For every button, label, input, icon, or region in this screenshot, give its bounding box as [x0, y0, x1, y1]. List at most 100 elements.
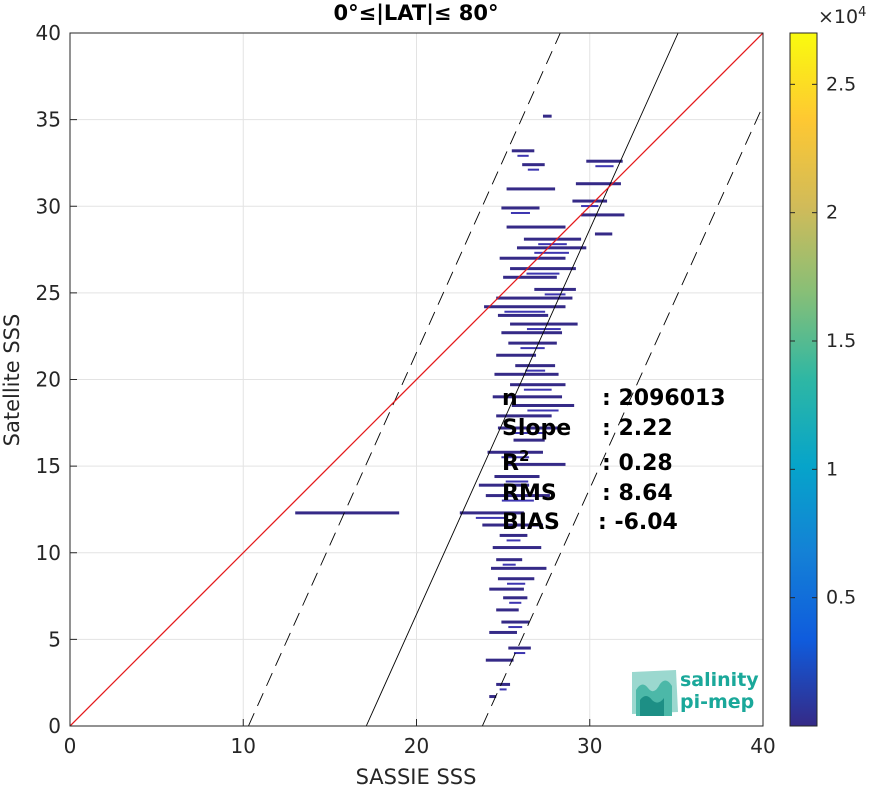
x-tick-label: 20	[404, 734, 429, 758]
density-point	[492, 546, 542, 550]
density-point	[504, 462, 566, 466]
stat-label: R2	[502, 447, 529, 476]
density-point	[501, 456, 530, 459]
y-tick-label: 30	[36, 194, 61, 218]
density-point	[459, 511, 524, 515]
y-tick-label: 40	[36, 21, 61, 45]
identity-line	[70, 33, 763, 726]
stat-value: : 2096013	[602, 386, 726, 411]
density-point	[499, 533, 528, 537]
density-point	[485, 494, 550, 498]
density-point	[520, 347, 545, 350]
density-point	[487, 450, 543, 454]
density-point	[502, 563, 516, 566]
density-point	[496, 296, 573, 300]
colorbar-tick-label: 0.5	[826, 587, 856, 609]
density-point	[497, 577, 535, 581]
colorbar-tick-label: 1	[826, 458, 838, 480]
wave-icon	[632, 670, 678, 716]
density-point	[508, 341, 557, 345]
density-point	[503, 275, 557, 279]
density-point	[499, 688, 507, 691]
x-tick-label: 40	[750, 734, 775, 758]
x-axis-label: SASSIE SSS	[356, 765, 477, 788]
upper-dashed-line	[248, 33, 561, 726]
density-point	[501, 499, 534, 502]
colorbar-ticks: 0.5 1 1.5 2 2.5	[790, 73, 856, 609]
stat-value: : 8.64	[602, 481, 673, 506]
density-point	[494, 372, 559, 376]
density-point	[511, 403, 575, 407]
logo-line-2: pi-mep	[680, 691, 754, 713]
density-point	[575, 182, 621, 186]
density-point	[506, 225, 566, 229]
density-point	[586, 159, 623, 163]
density-point	[572, 199, 608, 203]
density-point	[501, 206, 540, 210]
density-point	[499, 256, 566, 260]
density-point	[534, 287, 576, 291]
density-point	[484, 305, 566, 309]
stat-value: : 2.22	[602, 416, 673, 441]
density-point	[496, 608, 519, 612]
density-point	[513, 438, 545, 442]
density-point	[501, 331, 563, 335]
density-point	[489, 695, 497, 699]
density-point	[505, 480, 529, 483]
density-point	[544, 293, 566, 296]
density-point	[527, 409, 559, 412]
chart-title: 0°≤|LAT|≤ 80°	[333, 1, 498, 26]
y-tick-label: 25	[36, 281, 61, 305]
density-point	[534, 251, 569, 254]
y-tick-label: 15	[36, 454, 61, 478]
density-point	[510, 383, 566, 387]
reference-lines	[70, 33, 763, 726]
density-point	[508, 626, 523, 629]
density-point	[506, 539, 521, 542]
density-point	[526, 272, 560, 275]
x-tick-label: 10	[231, 734, 256, 758]
density-point	[513, 432, 544, 435]
density-point	[510, 211, 530, 214]
density-point	[526, 328, 561, 331]
density-point	[501, 620, 530, 624]
density-point	[503, 596, 528, 600]
density-point	[482, 523, 543, 527]
density-point	[594, 232, 613, 236]
salinity-pi-mep-logo: salinity pi-mep	[632, 669, 759, 716]
stat-label: Slope	[502, 416, 571, 441]
density-cloud	[295, 114, 625, 699]
density-point	[511, 149, 535, 153]
x-tick-label: 30	[577, 734, 602, 758]
density-point	[517, 154, 529, 157]
y-tick-label: 20	[36, 368, 61, 392]
density-point	[489, 587, 524, 591]
statistics-box: n: 2096013 Slope: 2.22 R2: 0.28 RMS: 8.64 BI…	[502, 386, 726, 535]
stat-value: : 0.28	[602, 451, 673, 476]
regression-line	[365, 33, 679, 726]
density-point	[509, 601, 522, 604]
density-point	[510, 267, 576, 271]
density-point	[504, 310, 546, 313]
y-tick-label: 0	[48, 714, 61, 738]
stat-label: n	[502, 386, 518, 411]
density-point	[494, 475, 540, 479]
y-axis-label: Satellite SSS	[0, 314, 24, 447]
density-point	[496, 353, 537, 357]
y-axis-ticks: 0 5 10 15 20 25 30 35 40	[36, 21, 77, 738]
lower-dashed-line	[481, 105, 763, 726]
density-point	[496, 414, 552, 418]
density-point	[542, 114, 552, 118]
density-point	[523, 237, 582, 241]
density-point	[490, 566, 547, 570]
stat-value: : -6.04	[598, 510, 678, 535]
density-point	[492, 395, 563, 399]
density-point	[497, 313, 549, 317]
density-point	[496, 682, 511, 686]
colorbar-gradient	[789, 32, 818, 727]
logo-line-1: salinity	[680, 669, 759, 691]
density-point	[478, 483, 530, 487]
density-point	[510, 322, 578, 326]
colorbar-tick-label: 2.5	[826, 73, 856, 95]
